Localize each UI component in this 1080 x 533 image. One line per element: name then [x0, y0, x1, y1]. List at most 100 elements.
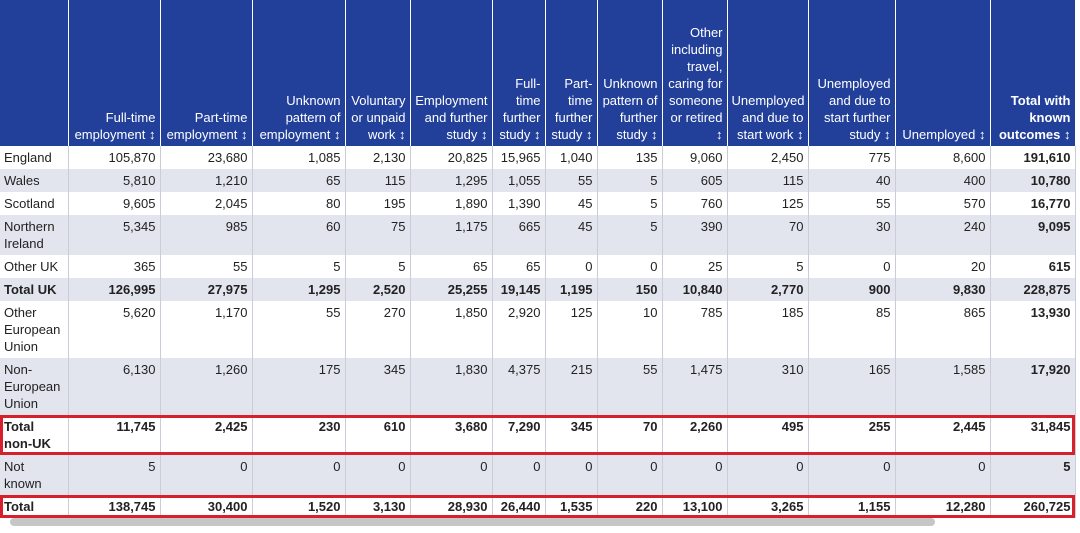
table-cell: 495: [727, 415, 809, 455]
table-cell: 865: [895, 301, 991, 358]
table-cell: 2,770: [727, 278, 809, 301]
table-row: Other UK 365 55 5 5 65 65 0 0 25 5 0 20 615: [0, 255, 1076, 278]
table-cell: 1,155: [808, 495, 896, 518]
table-cell: 2,520: [345, 278, 411, 301]
column-header[interactable]: Unemployed and due to start further stud…: [808, 0, 896, 146]
column-header[interactable]: Other including travel, caring for someo…: [662, 0, 728, 146]
column-header[interactable]: Total with known outcomes ↕: [990, 0, 1076, 146]
table-cell: 80: [252, 192, 346, 215]
table-cell: 1,850: [410, 301, 493, 358]
table-cell: 55: [545, 169, 598, 192]
table-cell: 785: [662, 301, 728, 358]
table-cell: 1,195: [545, 278, 598, 301]
table-row: Total 138,745 30,400 1,520 3,130 28,930 26,440…: [0, 495, 1076, 518]
table-cell: 5,620: [68, 301, 161, 358]
table-cell: 65: [252, 169, 346, 192]
column-header[interactable]: Employment and further study ↕: [410, 0, 493, 146]
table-cell: 20: [895, 255, 991, 278]
row-label: Northern Ireland: [0, 215, 69, 255]
row-label: Total UK: [0, 278, 69, 301]
table-cell: 2,445: [895, 415, 991, 455]
table-cell: 775: [808, 146, 896, 169]
column-header[interactable]: Full-time employment ↕: [68, 0, 161, 146]
table-cell: 0: [345, 455, 411, 495]
table-cell: 228,875: [990, 278, 1076, 301]
table-cell: 138,745: [68, 495, 161, 518]
column-header[interactable]: Unknown pattern of employment ↕: [252, 0, 346, 146]
table-cell: 195: [345, 192, 411, 215]
scrollbar[interactable]: [10, 518, 935, 526]
table-cell: 5: [597, 169, 663, 192]
table-row: Total non-UK 11,745 2,425 230 610 3,680 7,290 3…: [0, 415, 1076, 455]
row-label: England: [0, 146, 69, 169]
table-cell: 310: [727, 358, 809, 415]
table-cell: 345: [545, 415, 598, 455]
table-cell: 3,265: [727, 495, 809, 518]
table-cell: 11,745: [68, 415, 161, 455]
table-cell: 5: [597, 192, 663, 215]
table-cell: 0: [545, 255, 598, 278]
column-header[interactable]: Unemployed and due to start work ↕: [727, 0, 809, 146]
table-cell: 0: [808, 255, 896, 278]
table-cell: 2,425: [160, 415, 253, 455]
table-cell: 1,040: [545, 146, 598, 169]
table-cell: 2,045: [160, 192, 253, 215]
table-cell: 5: [990, 455, 1076, 495]
table-cell: 390: [662, 215, 728, 255]
table-cell: 40: [808, 169, 896, 192]
table-cell: 605: [662, 169, 728, 192]
column-header[interactable]: Unknown pattern of further study ↕: [597, 0, 663, 146]
table-cell: 0: [727, 455, 809, 495]
table-row: Non-European Union 6,130 1,260 175 345 1,830 4…: [0, 358, 1076, 415]
table-cell: 615: [990, 255, 1076, 278]
table-cell: 2,920: [492, 301, 546, 358]
table-cell: 1,210: [160, 169, 253, 192]
table-cell: 255: [808, 415, 896, 455]
row-label: Total: [0, 495, 69, 518]
table-cell: 55: [252, 301, 346, 358]
table-cell: 1,585: [895, 358, 991, 415]
table-cell: 27,975: [160, 278, 253, 301]
table-cell: 1,170: [160, 301, 253, 358]
table-row: Not known 5 0 0 0 0 0 0 0 0 0 0 0 5: [0, 455, 1076, 495]
table-cell: 2,450: [727, 146, 809, 169]
table-cell: 760: [662, 192, 728, 215]
table-cell: 345: [345, 358, 411, 415]
table-cell: 0: [597, 455, 663, 495]
table-cell: 20,825: [410, 146, 493, 169]
table-cell: 0: [808, 455, 896, 495]
table-cell: 270: [345, 301, 411, 358]
table-cell: 1,890: [410, 192, 493, 215]
table-cell: 70: [597, 415, 663, 455]
table-cell: 215: [545, 358, 598, 415]
table-cell: 5: [597, 215, 663, 255]
table-cell: 70: [727, 215, 809, 255]
row-label: Scotland: [0, 192, 69, 215]
table-cell: 13,930: [990, 301, 1076, 358]
column-header[interactable]: Full-time further study ↕: [492, 0, 546, 146]
table-cell: 55: [597, 358, 663, 415]
column-header[interactable]: Unemployed ↕: [895, 0, 991, 146]
table-cell: 185: [727, 301, 809, 358]
table-cell: 115: [727, 169, 809, 192]
row-label: Wales: [0, 169, 69, 192]
table-cell: 126,995: [68, 278, 161, 301]
corner-cell: [0, 0, 69, 146]
table-cell: 150: [597, 278, 663, 301]
table-cell: 9,060: [662, 146, 728, 169]
column-header[interactable]: Voluntary or unpaid work ↕: [345, 0, 411, 146]
table-cell: 10: [597, 301, 663, 358]
table-cell: 5,345: [68, 215, 161, 255]
row-label: Not known: [0, 455, 69, 495]
table-cell: 400: [895, 169, 991, 192]
table-cell: 1,260: [160, 358, 253, 415]
table-cell: 220: [597, 495, 663, 518]
column-header[interactable]: Part-time further study ↕: [545, 0, 598, 146]
table-cell: 3,130: [345, 495, 411, 518]
table-cell: 10,780: [990, 169, 1076, 192]
table-cell: 6,130: [68, 358, 161, 415]
table-cell: 115: [345, 169, 411, 192]
column-header[interactable]: Part-time employment ↕: [160, 0, 253, 146]
table-cell: 25: [662, 255, 728, 278]
